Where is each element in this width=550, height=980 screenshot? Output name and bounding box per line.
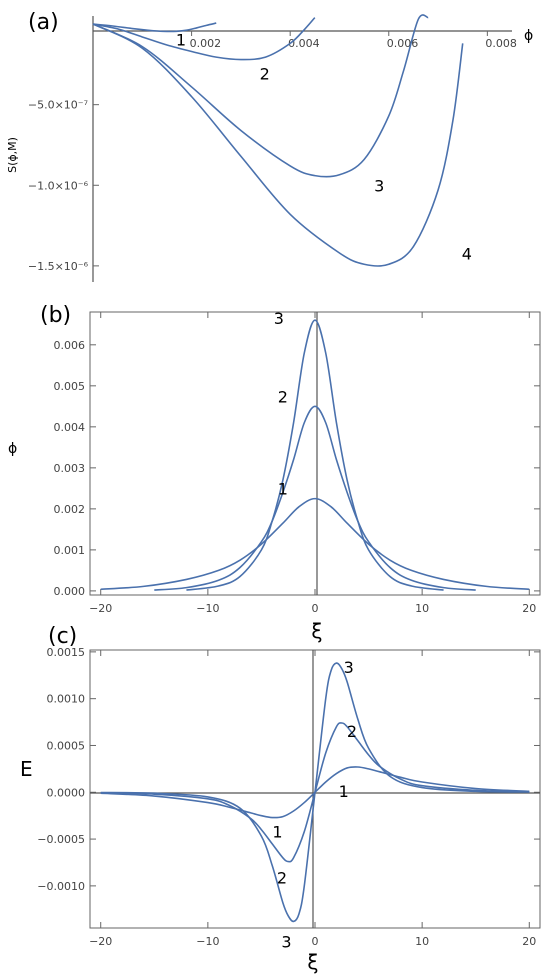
x-tick-label: −10 bbox=[196, 935, 219, 948]
y-tick-label: −0.0010 bbox=[37, 880, 85, 893]
y-tick-label: 0.0010 bbox=[47, 693, 86, 706]
panel-b-ticks: −20 −10 0 10 20 0.000 0.001 0.002 0.003 0.004 0.00… bbox=[54, 312, 540, 615]
panel-c-label: (c) bbox=[48, 624, 77, 649]
panel-c: (c) E ξ −20 −10 0 10 20 0.0015 0.0010 0.0005 0.0… bbox=[20, 624, 541, 974]
panel-a-curves bbox=[92, 14, 464, 267]
curve-1 bbox=[92, 22, 217, 33]
curve-label: 3 bbox=[344, 658, 354, 677]
curve-label: 2 bbox=[260, 65, 270, 84]
x-tick-label: 0 bbox=[312, 602, 319, 615]
x-tick-label: 0 bbox=[312, 935, 319, 948]
y-tick-label: −0.0005 bbox=[37, 833, 85, 846]
x-tick-label: 20 bbox=[522, 602, 536, 615]
panel-b: (b) ϕ ξ −20 −10 0 10 20 0.000 0.001 0.002 0.003 0… bbox=[8, 303, 541, 643]
curve-label: 2 bbox=[277, 869, 287, 888]
x-tick-label: 0.002 bbox=[190, 37, 222, 50]
x-tick-label: 0.006 bbox=[387, 37, 419, 50]
panel-c-curve-labels: 1 2 3 1 2 3 bbox=[272, 658, 357, 951]
panel-b-frame bbox=[89, 311, 541, 596]
x-tick-label: −10 bbox=[196, 602, 219, 615]
x-tick-label: 10 bbox=[415, 602, 429, 615]
curve-label: 3 bbox=[274, 309, 284, 328]
curve-3 bbox=[100, 662, 530, 923]
curve-label: 2 bbox=[347, 722, 357, 741]
y-tick-label: 0.006 bbox=[54, 339, 86, 352]
panel-a-curve-labels: 1 2 3 4 bbox=[176, 30, 472, 263]
curve-4 bbox=[92, 23, 464, 267]
curve-label: 1 bbox=[339, 782, 349, 801]
panel-c-y-axis-title: E bbox=[20, 757, 33, 781]
y-tick-label: 0.004 bbox=[54, 421, 86, 434]
curve-label: 1 bbox=[272, 823, 282, 842]
y-tick-label: 0.0015 bbox=[47, 646, 86, 659]
x-tick-label: 20 bbox=[522, 935, 536, 948]
curve-label: 2 bbox=[278, 387, 288, 406]
panel-c-ticks: −20 −10 0 10 20 0.0015 0.0010 0.0005 0.0000 −0.00… bbox=[37, 646, 540, 948]
y-tick-label: −1.5×10⁻⁶ bbox=[28, 260, 89, 273]
panel-b-label: (b) bbox=[40, 303, 71, 328]
y-tick-label: 0.005 bbox=[54, 380, 86, 393]
curve-2 bbox=[92, 17, 316, 61]
y-tick-label: 0.0005 bbox=[47, 739, 86, 752]
panel-a-label: (a) bbox=[28, 10, 59, 35]
curve-label: 1 bbox=[176, 30, 186, 49]
y-tick-label: −5.0×10⁻⁷ bbox=[28, 99, 88, 112]
y-tick-label: −1.0×10⁻⁶ bbox=[28, 179, 89, 192]
y-tick-label: 0.002 bbox=[54, 503, 86, 516]
curve-3 bbox=[92, 14, 429, 178]
panel-a-x-axis-title: ϕ bbox=[524, 28, 533, 44]
panel-a: (a) ϕ S(ϕ,M) 0.002 0.004 0.006 0.008 −5.0×10… bbox=[6, 10, 533, 282]
panel-c-x-axis-title: ξ bbox=[307, 950, 318, 974]
curve-label: 3 bbox=[374, 177, 384, 196]
panel-a-ticks: 0.002 0.004 0.006 0.008 −5.0×10⁻⁷ −1.0×10⁻⁶ −1… bbox=[28, 31, 517, 273]
panel-b-y-axis-title: ϕ bbox=[8, 441, 17, 457]
panel-b-curves bbox=[100, 319, 530, 591]
curve-label: 1 bbox=[278, 480, 288, 499]
curve-label: 4 bbox=[462, 244, 472, 263]
panel-c-curves bbox=[100, 662, 530, 923]
y-tick-label: 0.003 bbox=[54, 462, 86, 475]
curve-3 bbox=[186, 319, 444, 591]
curve-1 bbox=[100, 497, 530, 591]
x-tick-label: −20 bbox=[89, 602, 112, 615]
y-tick-label: 0.000 bbox=[54, 585, 86, 598]
panel-b-x-axis-title: ξ bbox=[311, 619, 322, 643]
x-tick-label: 0.004 bbox=[288, 37, 320, 50]
panel-b-curve-labels: 1 2 3 bbox=[274, 309, 288, 498]
x-tick-label: 10 bbox=[415, 935, 429, 948]
y-tick-label: 0.001 bbox=[54, 544, 86, 557]
curve-label: 3 bbox=[281, 932, 291, 951]
curve-2 bbox=[154, 405, 476, 591]
x-tick-label: −20 bbox=[89, 935, 112, 948]
y-tick-label: 0.0000 bbox=[47, 786, 86, 799]
x-tick-label: 0.008 bbox=[485, 37, 516, 50]
panel-a-y-axis-title: S(ϕ,M) bbox=[6, 137, 19, 173]
